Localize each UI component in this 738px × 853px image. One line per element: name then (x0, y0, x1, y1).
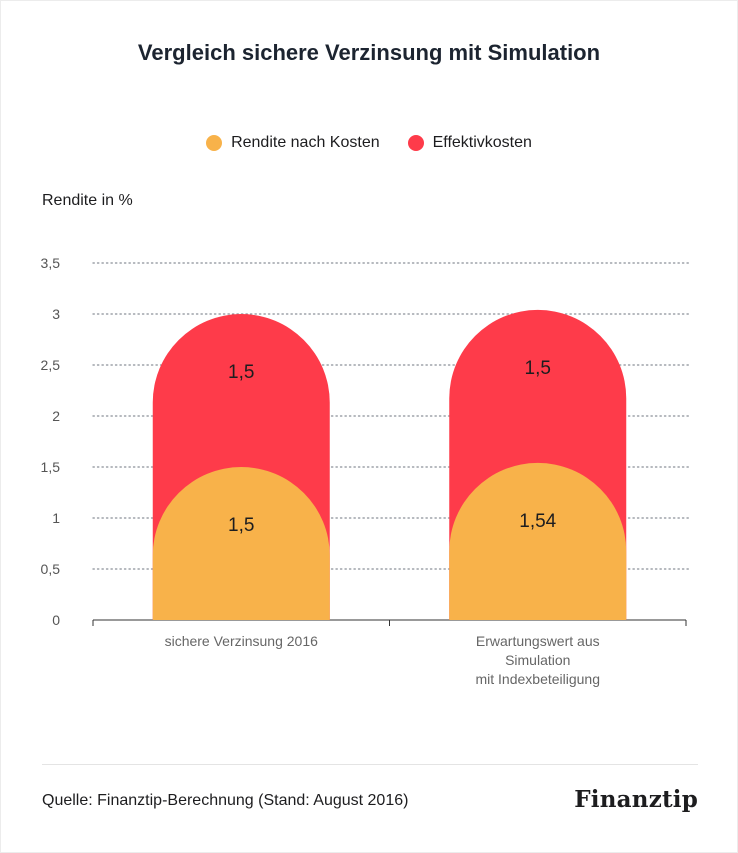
footer-divider (42, 764, 698, 765)
finanztip-logo: Finanztip (574, 786, 698, 813)
x-tick-label: Erwartungswert aus (476, 633, 600, 649)
y-tick-label: 3 (52, 306, 60, 322)
bar-segment (449, 462, 627, 620)
y-tick-label: 3,5 (41, 255, 61, 271)
legend-item-effektivkosten: Effektivkosten (407, 134, 532, 152)
legend-label-effektivkosten: Effektivkosten (432, 134, 532, 151)
data-label: 1,5 (228, 362, 254, 383)
data-label: 1,54 (519, 511, 556, 532)
legend-swatch-effektivkosten (407, 135, 424, 151)
y-tick-label: 2,5 (41, 357, 61, 373)
y-tick-label: 2 (52, 408, 60, 424)
legend-label-rendite: Rendite nach Kosten (231, 134, 380, 151)
y-tick-label: 1 (52, 510, 60, 526)
legend: Rendite nach Kosten Effektivkosten (0, 134, 738, 152)
y-axis-title: Rendite in % (42, 192, 133, 209)
data-label: 1,5 (525, 358, 551, 379)
y-tick-label: 0,5 (41, 561, 61, 577)
y-tick-label: 0 (52, 612, 60, 628)
chart-plot-area: 0 0,5 1 1,5 2 2,5 3 3,5 1,5 1,5 sichere Verzinsung… (41, 255, 691, 687)
legend-item-rendite: Rendite nach Kosten (206, 134, 380, 152)
x-tick-label: sichere Verzinsung 2016 (165, 633, 319, 649)
chart-title: Vergleich sichere Verzinsung mit Simulat… (137, 40, 601, 65)
x-tick-label: mit Indexbeteiligung (475, 671, 600, 687)
y-tick-label: 1,5 (41, 459, 61, 475)
source-note: Quelle: Finanztip-Berechnung (Stand: Aug… (42, 792, 409, 809)
data-label: 1,5 (228, 515, 254, 536)
legend-swatch-rendite (206, 135, 223, 151)
bar-segment (152, 467, 330, 620)
x-tick-label: Simulation (505, 652, 570, 668)
